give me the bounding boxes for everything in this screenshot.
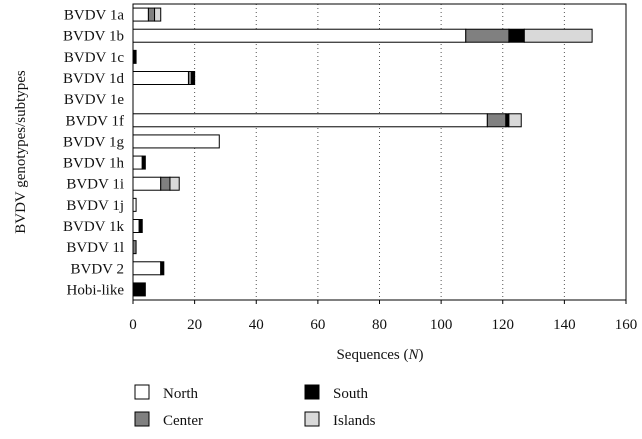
bar-islands-bvdv-1i <box>169 176 180 191</box>
x-tick-label: 160 <box>615 317 638 333</box>
bar-center-bvdv-1f <box>486 113 507 128</box>
bar-north-bvdv-1f <box>132 113 488 128</box>
grid-lines <box>194 4 565 300</box>
legend-label-islands: Islands <box>333 413 376 429</box>
x-tick-label: 40 <box>249 317 264 333</box>
x-axis-title: Sequences (N) <box>336 347 423 363</box>
category-label: BVDV 1e <box>64 92 124 108</box>
legend-label-north: North <box>163 386 198 402</box>
x-tick-label: 20 <box>187 317 202 333</box>
bar-islands-bvdv-1a <box>154 7 162 22</box>
category-label: BVDV 1b <box>63 29 124 45</box>
bar-north-bvdv-2 <box>132 261 162 276</box>
bar-north-bvdv-1k <box>132 219 140 233</box>
bar-center-bvdv-1a <box>147 7 156 22</box>
category-labels: BVDV 1a BVDV 1b BVDV 1c BVDV 1d BVDV 1e BVDV … <box>63 8 124 299</box>
x-tick-label: 0 <box>129 317 137 333</box>
bar-center-bvdv-1i <box>160 176 171 191</box>
bar-north-bvdv-1d <box>132 71 189 85</box>
bar-south-bvdv-1b <box>508 28 525 43</box>
bar-north-bvdv-1g <box>132 134 220 149</box>
bar-north-bvdv-1h <box>132 155 143 170</box>
category-label: BVDV 1d <box>63 71 124 87</box>
bar-north-bvdv-1i <box>132 176 162 191</box>
category-label: BVDV 1l <box>66 240 124 256</box>
bar-south-bvdv-2 <box>160 261 165 276</box>
legend-swatch-south <box>304 384 320 400</box>
x-tick-labels: 0 20 40 60 80 100 120 140 160 <box>129 300 637 333</box>
bar-islands-bvdv-1f <box>508 113 522 128</box>
bar-south-hobi-like <box>132 282 146 297</box>
bar-south-bvdv-1k <box>138 219 143 233</box>
bar-islands-bvdv-1b <box>523 28 593 43</box>
legend-label-center: Center <box>163 413 203 429</box>
category-label: BVDV 1a <box>64 8 124 24</box>
category-label: BVDV 1j <box>66 198 124 214</box>
legend-swatch-north <box>134 384 150 400</box>
bar-center-bvdv-1b <box>465 28 510 43</box>
category-label: BVDV 1c <box>64 50 124 66</box>
bar-south-bvdv-1h <box>141 155 146 170</box>
legend: North Center South Islands <box>134 384 376 429</box>
bars-group <box>132 7 593 297</box>
x-tick-label: 120 <box>492 317 515 333</box>
category-label: BVDV 1g <box>63 134 124 150</box>
legend-swatch-center <box>134 411 150 427</box>
category-label: BVDV 1k <box>63 219 124 235</box>
category-label: BVDV 2 <box>71 261 124 277</box>
category-label: BVDV 1f <box>66 113 124 129</box>
x-tick-label: 100 <box>430 317 453 333</box>
legend-label-south: South <box>333 386 369 402</box>
bar-south-bvdv-1d <box>191 71 196 85</box>
x-tick-label: 60 <box>310 317 325 333</box>
y-axis-title: BVDV genotypes/subtypes <box>13 70 29 234</box>
category-label: BVDV 1h <box>63 156 124 172</box>
bar-north-bvdv-1a <box>132 7 149 22</box>
x-tick-label: 80 <box>372 317 387 333</box>
category-label: BVDV 1i <box>66 177 124 193</box>
x-tick-label: 140 <box>553 317 576 333</box>
bar-north-bvdv-1b <box>132 28 467 43</box>
category-label: Hobi-like <box>67 282 125 298</box>
legend-swatch-islands <box>304 411 320 427</box>
